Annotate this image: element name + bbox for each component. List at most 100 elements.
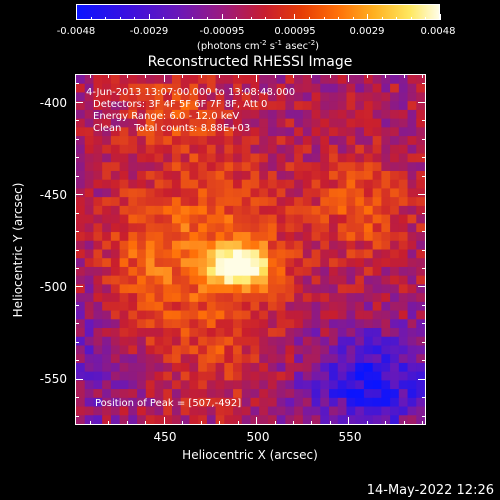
plot-title: Reconstructed RHESSI Image bbox=[147, 54, 353, 70]
heatmap-cell bbox=[372, 415, 382, 424]
heatmap-cell bbox=[416, 101, 425, 111]
heatmap-cell bbox=[119, 232, 129, 242]
heatmap-cell bbox=[128, 389, 138, 399]
heatmap-cell bbox=[110, 380, 121, 390]
heatmap-cell bbox=[180, 127, 191, 137]
heatmap-cell bbox=[84, 328, 95, 338]
heatmap-cell bbox=[250, 205, 260, 216]
heatmap-cell bbox=[267, 75, 278, 85]
heatmap-cell bbox=[137, 397, 147, 408]
heatmap-cell bbox=[137, 380, 147, 390]
heatmap-cell bbox=[302, 214, 313, 224]
heatmap-cell bbox=[206, 205, 217, 216]
heatmap-cell bbox=[302, 354, 313, 364]
heatmap-cell bbox=[93, 354, 103, 364]
heatmap-cell bbox=[294, 301, 304, 312]
heatmap-cell bbox=[337, 214, 348, 224]
colorbar bbox=[76, 4, 440, 20]
heatmap-cell bbox=[198, 301, 208, 312]
heatmap-cell bbox=[145, 144, 156, 155]
heatmap-cell bbox=[171, 153, 182, 163]
heatmap-cell bbox=[398, 92, 409, 102]
heatmap-cell bbox=[267, 118, 278, 128]
heatmap-cell bbox=[233, 75, 243, 85]
heatmap-cell bbox=[119, 240, 129, 251]
heatmap-cell bbox=[84, 371, 95, 381]
heatmap-cell bbox=[337, 371, 348, 381]
heatmap-cell bbox=[206, 197, 217, 207]
heatmap-cell bbox=[381, 240, 391, 251]
heatmap-cell bbox=[76, 83, 86, 94]
heatmap-cell bbox=[145, 179, 156, 190]
axis-tick bbox=[75, 397, 79, 399]
heatmap-cell bbox=[206, 101, 217, 111]
heatmap-cell bbox=[119, 188, 129, 198]
heatmap-cell bbox=[189, 389, 199, 399]
heatmap-cell bbox=[346, 319, 356, 329]
info-energy-range: Energy Range: 6.0 - 12.0 keV bbox=[93, 111, 240, 122]
heatmap-cell bbox=[407, 118, 417, 128]
heatmap-cell bbox=[329, 275, 339, 285]
heatmap-cell bbox=[163, 214, 173, 224]
axis-tick bbox=[219, 74, 221, 78]
heatmap-cell bbox=[198, 415, 208, 424]
heatmap-cell bbox=[294, 92, 304, 102]
heatmap-cell bbox=[224, 92, 234, 102]
heatmap-cell bbox=[259, 232, 269, 242]
heatmap-cell bbox=[259, 319, 269, 329]
heatmap-cell bbox=[206, 170, 217, 181]
heatmap-cell bbox=[407, 144, 417, 155]
heatmap-cell bbox=[329, 301, 339, 312]
heatmap-cell bbox=[233, 415, 243, 424]
heatmap-cell bbox=[241, 354, 252, 364]
axis-tick bbox=[75, 304, 79, 306]
heatmap-cell bbox=[381, 188, 391, 198]
heatmap-cell bbox=[224, 205, 234, 216]
heatmap-cell bbox=[329, 345, 339, 355]
colorbar-label: 0.0029 bbox=[349, 26, 385, 37]
heatmap-cell bbox=[128, 328, 138, 338]
heatmap-cell bbox=[93, 284, 103, 294]
heatmap-cell bbox=[233, 310, 243, 320]
heatmap-cell bbox=[407, 258, 417, 268]
heatmap-cell bbox=[224, 284, 234, 294]
heatmap-cell bbox=[250, 144, 260, 155]
heatmap-cell bbox=[355, 83, 365, 94]
heatmap-cell bbox=[363, 319, 374, 329]
heatmap-cell bbox=[137, 319, 147, 329]
heatmap-cell bbox=[102, 232, 112, 242]
heatmap-cell bbox=[119, 179, 129, 190]
heatmap-cell bbox=[171, 75, 182, 85]
heatmap-cell bbox=[276, 293, 286, 303]
colorbar-tick bbox=[279, 17, 281, 20]
heatmap-cell bbox=[416, 406, 425, 416]
heatmap-cell bbox=[128, 362, 138, 373]
heatmap-cell bbox=[145, 397, 156, 408]
heatmap-cell bbox=[416, 162, 425, 172]
heatmap-cell bbox=[363, 301, 374, 312]
heatmap-cell bbox=[110, 362, 121, 373]
heatmap-cell bbox=[381, 415, 391, 424]
heatmap-cell bbox=[320, 345, 330, 355]
heatmap-cell bbox=[259, 197, 269, 207]
colorbar-tick bbox=[308, 17, 310, 20]
heatmap-cell bbox=[76, 232, 86, 242]
heatmap-cell bbox=[302, 380, 313, 390]
heatmap-cell bbox=[346, 293, 356, 303]
colorbar-tick bbox=[381, 17, 383, 20]
heatmap-cell bbox=[363, 188, 374, 198]
heatmap-cell bbox=[76, 118, 86, 128]
heatmap-cell bbox=[329, 170, 339, 181]
heatmap-cell bbox=[102, 162, 112, 172]
heatmap-cell bbox=[119, 92, 129, 102]
heatmap-cell bbox=[154, 240, 164, 251]
heatmap-cell bbox=[198, 179, 208, 190]
heatmap-cell bbox=[381, 301, 391, 312]
heatmap-cell bbox=[171, 406, 182, 416]
colorbar-tick bbox=[148, 14, 150, 20]
heatmap-cell bbox=[250, 197, 260, 207]
heatmap-cell bbox=[119, 258, 129, 268]
colorbar-tick bbox=[119, 17, 121, 20]
heatmap-cell bbox=[407, 170, 417, 181]
heatmap-cell bbox=[180, 293, 191, 303]
